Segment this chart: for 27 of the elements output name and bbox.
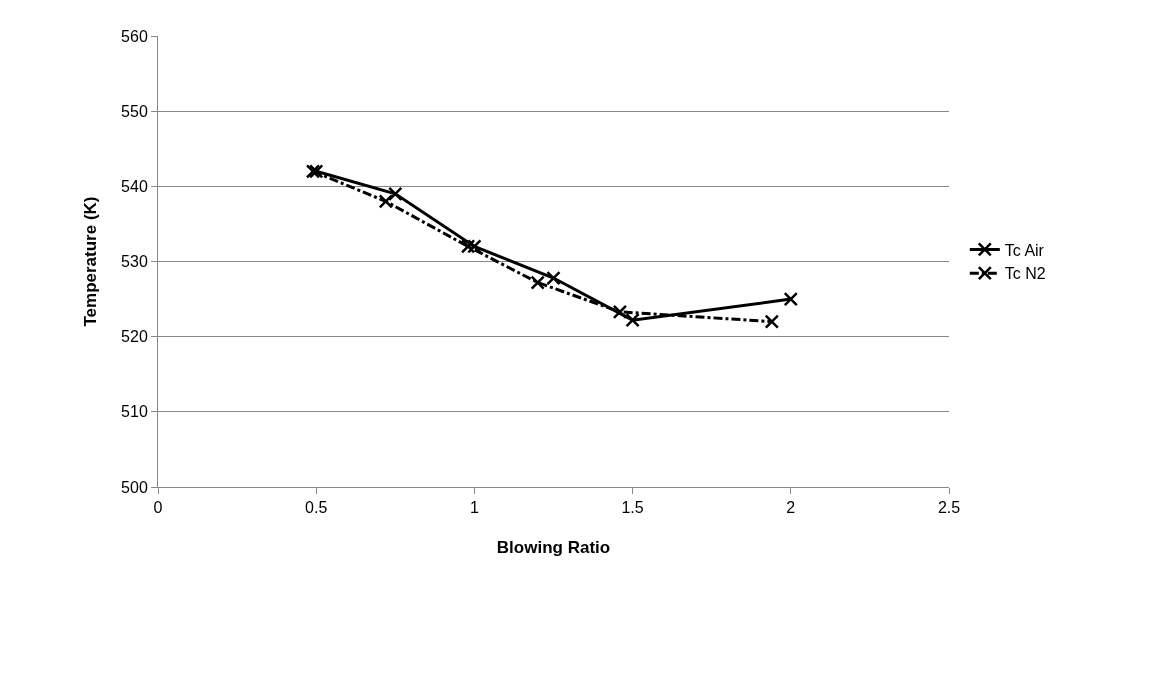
point bbox=[388, 186, 403, 202]
x-tick-label: 2 bbox=[786, 499, 796, 517]
x-tick-label: 1.5 bbox=[621, 499, 644, 517]
x-axis-title: Blowing Ratio bbox=[496, 537, 611, 557]
y-tick-label: 540 bbox=[121, 177, 148, 195]
y-tick-label: 510 bbox=[121, 403, 148, 421]
point bbox=[612, 304, 628, 320]
x-tick-label: 1 bbox=[469, 499, 479, 517]
point bbox=[546, 270, 561, 286]
y-tick-label: 520 bbox=[121, 328, 148, 346]
legend-label: Tc N2 bbox=[1004, 265, 1046, 283]
y-axis-title: Temperature (K) bbox=[80, 196, 100, 327]
x-tick-label: 2.5 bbox=[937, 499, 961, 517]
y-tick-label: 530 bbox=[121, 253, 148, 271]
legend-label: Tc Air bbox=[1004, 241, 1045, 259]
x-tick-label: 0 bbox=[153, 499, 163, 517]
point bbox=[764, 314, 780, 329]
point bbox=[625, 312, 640, 328]
point bbox=[378, 194, 394, 209]
point bbox=[460, 239, 476, 254]
point bbox=[530, 275, 545, 290]
y-tick-label: 550 bbox=[121, 102, 148, 120]
y-tick-label: 560 bbox=[121, 27, 148, 45]
x-tick-label: 0.5 bbox=[305, 499, 328, 517]
point bbox=[467, 239, 482, 254]
y-tick-label: 500 bbox=[121, 478, 148, 496]
point bbox=[783, 291, 799, 307]
